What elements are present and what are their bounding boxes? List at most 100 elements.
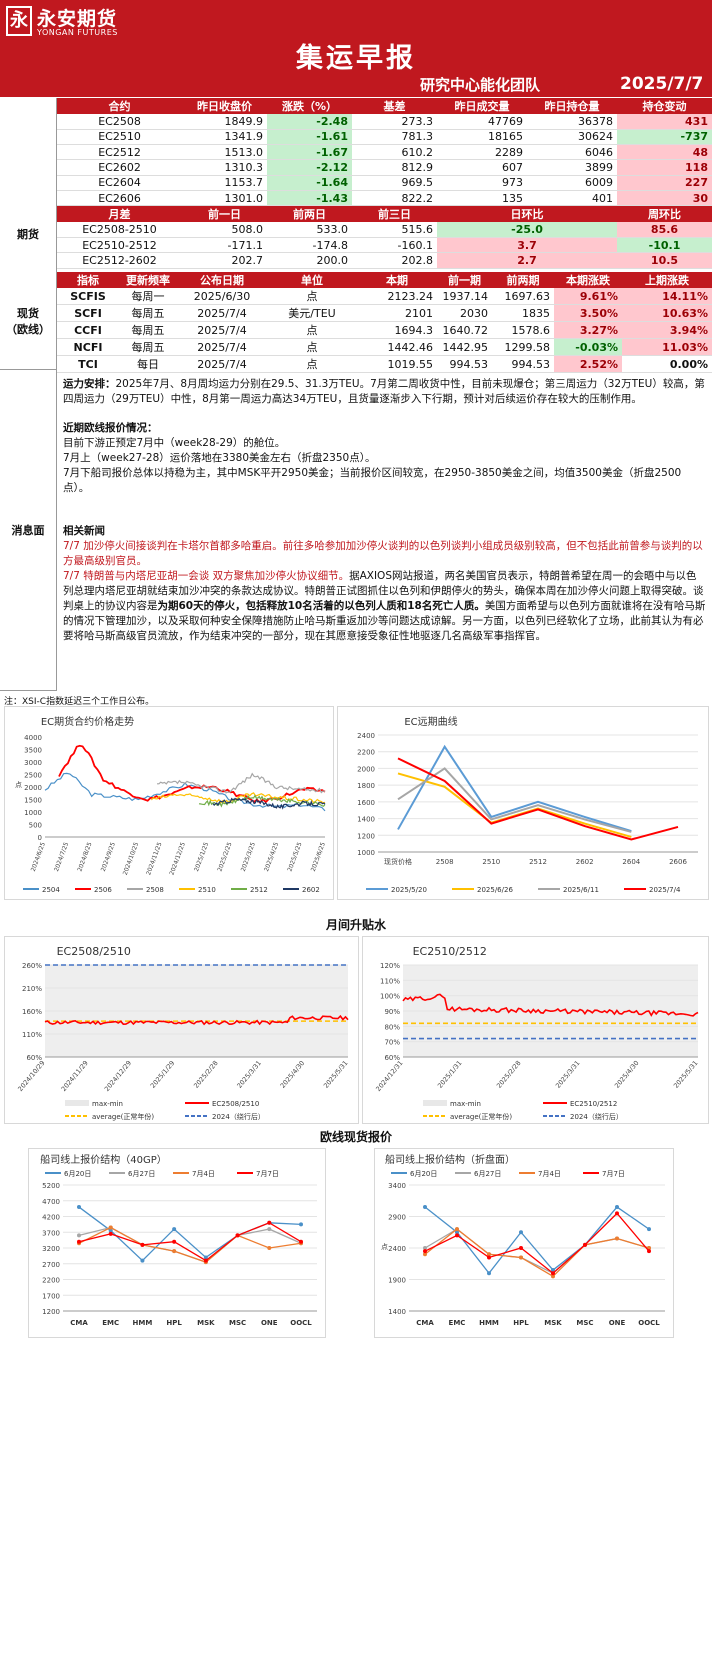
y-tick-label: 1000: [357, 849, 375, 857]
x-tick-label: 2025/1/29: [149, 1059, 177, 1090]
x-tick-label: MSK: [197, 1319, 215, 1327]
spread-cell: 202.8: [352, 252, 437, 269]
table-row: EC2512 1513.0 -1.67 610.2 2289 6046 48: [57, 144, 712, 161]
footnote: 注：XSI-C指数延迟三个工作日公布。: [4, 697, 155, 707]
col-header: 月差: [57, 205, 182, 223]
y-tick-label: 2400: [357, 732, 375, 740]
volume-cell: 135: [437, 190, 527, 207]
legend-label: EC2508/2510: [212, 1100, 259, 1108]
data-point: [203, 1258, 208, 1263]
data-point: [615, 1236, 619, 1241]
legend-label: max-min: [92, 1100, 123, 1108]
series-line-7月4日: [78, 1226, 302, 1263]
daily-change-cell: 3.7: [437, 237, 617, 254]
x-tick-label: 2024/12/29: [103, 1059, 133, 1093]
data-point: [172, 1227, 177, 1232]
chart-title: 船司线上报价结构（40GP）: [40, 1153, 167, 1166]
spread-cell: -171.1: [182, 237, 267, 254]
weekly-change-cell: 10.5: [617, 252, 712, 269]
chart-carrier-index: 船司线上报价结构（折盘面） 6月20日 6月27日 7月4日 7月7日 1400 1900 2…: [374, 1148, 674, 1338]
data-point: [423, 1205, 427, 1210]
change-cell: -1.67: [267, 144, 352, 161]
x-tick-label: 2024/10/25: [122, 841, 140, 876]
y-tick-label: 2000: [24, 784, 42, 792]
col-header: 持仓变动: [617, 98, 712, 114]
volume-cell: 607: [437, 159, 527, 176]
x-tick-label: ONE: [609, 1319, 626, 1327]
data-point: [299, 1222, 303, 1227]
data-point: [77, 1205, 81, 1210]
contract-cell: EC2602: [57, 159, 182, 176]
brand-name-en: YONGAN FUTURES: [37, 28, 118, 37]
data-point: [108, 1231, 113, 1236]
x-tick-label: 2025/4/30: [279, 1059, 307, 1090]
legend-label: 2508: [146, 886, 164, 894]
col-header: 前两日: [267, 205, 352, 223]
x-tick-label: HMM: [479, 1319, 499, 1327]
data-point: [267, 1220, 272, 1225]
x-tick-label: 2024/12/25: [168, 841, 186, 876]
news-text: 美国方面希望与以色列方面就谁将在没有哈马斯的情况下管理加沙，以及采取何种安全保障…: [63, 600, 706, 642]
index-name-cell: TCI: [57, 355, 119, 373]
x-tick-label: 2024/6/25: [30, 841, 47, 872]
x-tick-label: 2024/11/25: [145, 841, 163, 876]
data-point: [583, 1242, 587, 1247]
y-axis-label: 点: [15, 781, 22, 789]
data-point: [423, 1249, 427, 1254]
y-tick-label: 4000: [24, 734, 42, 742]
oi-cell: 6009: [527, 175, 617, 191]
table-row: SCFI 每周五 2025/7/4 美元/TEU 2101 2030 1835 3.50% 10…: [57, 304, 712, 322]
x-tick-label: 2602: [576, 858, 594, 866]
legend-label: 2510: [198, 886, 216, 894]
freq-cell: 每日: [119, 355, 177, 373]
col-header: 昨日收盘价: [182, 98, 267, 114]
date-cell: 2025/7/4: [177, 321, 267, 339]
change-cell: 3.94%: [622, 321, 712, 339]
x-tick-label: EMC: [102, 1319, 119, 1327]
report-team: 研究中心能化团队: [420, 76, 541, 94]
data-point: [108, 1225, 113, 1230]
x-tick-label: MSK: [544, 1319, 562, 1327]
col-header: 前一日: [182, 205, 267, 223]
table-row: EC2604 1153.7 -1.64 969.5 973 6009 227: [57, 175, 712, 191]
col-header: 指标: [57, 272, 119, 288]
table-row: EC2510-2512 -171.1 -174.8 -160.1 3.7 -10.1: [57, 237, 712, 254]
legend-label: 2024（绕行后）: [570, 1112, 623, 1121]
legend-label: 7月7日: [602, 1170, 625, 1178]
date-cell: 2025/7/4: [177, 304, 267, 322]
table-row: EC2602 1310.3 -2.12 812.9 607 3899 118: [57, 159, 712, 176]
x-tick-label: EMC: [449, 1319, 466, 1327]
brand-logo-icon: 永: [6, 6, 32, 36]
legend-label: 2024（绕行后）: [212, 1112, 265, 1121]
legend-label: 2512: [250, 886, 268, 894]
x-tick-label: 2025/2/28: [495, 1059, 523, 1090]
legend-label: 2025/7/4: [649, 886, 681, 894]
table-row: EC2508 1849.9 -2.48 273.3 47769 36378 431: [57, 114, 712, 130]
y-tick-label: 2900: [388, 1214, 406, 1222]
capacity-text: 2025年7月、8月周均运力分别在29.5、31.3万TEU。7月第二周收货中性…: [63, 378, 705, 405]
y-tick-label: 1000: [24, 809, 42, 817]
legend-swatch: [423, 1100, 447, 1106]
x-tick-label: OOCL: [290, 1319, 312, 1327]
basis-cell: 822.2: [352, 190, 437, 207]
y-tick-label: 2400: [388, 1245, 406, 1253]
col-header: 上期涨跌: [622, 272, 712, 288]
spread-cell: -174.8: [267, 237, 352, 254]
series-line-2025/6/26: [397, 772, 632, 838]
value-cell: 1442.95: [437, 338, 492, 356]
data-point: [423, 1252, 427, 1257]
chart-title: EC远期曲线: [404, 715, 457, 728]
volume-cell: 18165: [437, 129, 527, 146]
col-header: 前一期: [437, 272, 492, 288]
data-point: [455, 1227, 459, 1232]
series-line-2506: [58, 744, 326, 804]
y-tick-label: 1400: [388, 1308, 406, 1316]
news-item: 7/7 特朗普与内塔尼亚胡一会谈 双方聚焦加沙停火协议细节。据AXIOS网站报道…: [63, 569, 706, 644]
x-tick-label: 2025/1/31: [436, 1059, 464, 1090]
data-point: [551, 1274, 555, 1279]
legend-label: 2506: [94, 886, 112, 894]
date-cell: 2025/7/4: [177, 355, 267, 373]
x-tick-label: 2025/3/31: [554, 1059, 582, 1090]
x-tick-label: 2025/6/25: [310, 841, 327, 872]
data-point: [455, 1230, 459, 1235]
